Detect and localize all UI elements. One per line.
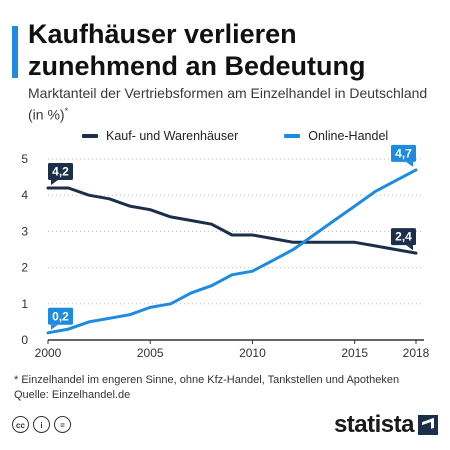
y-tick-label: 4 [21, 188, 28, 202]
data-label-box [48, 307, 73, 325]
y-tick-label: 3 [21, 224, 28, 238]
data-label-pointer [406, 245, 413, 251]
x-tick-label: 2015 [341, 346, 368, 360]
x-tick-label: 2005 [137, 346, 164, 360]
creative-commons-icon[interactable]: cc [12, 416, 29, 433]
subtitle-text: Marktanteil der Vertriebsformen am Einze… [28, 85, 428, 123]
data-label: 0,2 [52, 309, 69, 323]
license-icons: cc i = [12, 416, 75, 433]
data-label: 4,2 [52, 164, 69, 178]
data-label-pointer [406, 161, 413, 167]
data-label: 2,4 [395, 230, 412, 244]
line-chart: 0 1 2 3 4 5 2000 2005 2010 2015 2018 4,2 0,2 4,7 2,4 [21, 144, 430, 360]
data-label-box [48, 162, 73, 180]
y-tick-label: 1 [21, 297, 28, 311]
y-tick-label: 0 [21, 333, 28, 347]
legend-label-kaufhaeuser: Kauf- und Warenhäuser [106, 129, 239, 143]
subtitle-footnote-marker: * [64, 106, 69, 116]
series-line-online [46, 168, 418, 335]
legend-swatch-kaufhaeuser [82, 134, 98, 138]
legend-item-kaufhaeuser: Kauf- und Warenhäuser [82, 129, 238, 143]
data-label-pointer [51, 179, 58, 185]
legend-swatch-online [284, 134, 301, 138]
statista-logo[interactable]: statista [334, 411, 438, 439]
y-tick-label: 5 [21, 152, 28, 166]
accent-bar [12, 26, 18, 78]
x-tick-label: 2010 [239, 346, 266, 360]
statista-logo-icon [418, 415, 438, 435]
legend-label-online: Online-Handel [308, 129, 389, 143]
x-tick-label: 2000 [35, 346, 62, 360]
data-label-box [391, 228, 416, 246]
data-label: 4,7 [395, 146, 412, 160]
attribution-icon[interactable]: i [33, 416, 50, 433]
y-tick-label: 2 [21, 261, 28, 275]
legend-item-online: Online-Handel [284, 129, 388, 143]
data-label-box [391, 144, 416, 162]
chart-legend: Kauf- und Warenhäuser Online-Handel [82, 129, 434, 143]
source-text: Quelle: Einzelhandel.de [14, 389, 131, 401]
x-tick-label: 2018 [403, 346, 430, 360]
no-derivatives-icon[interactable]: = [54, 416, 71, 433]
logo-text: statista [333, 411, 415, 438]
data-label-pointer [51, 324, 58, 330]
chart-title: Kaufhäuser verlieren zunehmend an Bedeut… [28, 19, 366, 81]
chart-subtitle: Marktanteil der Vertriebsformen am Einze… [28, 84, 438, 124]
series-line-kaufhaeuser [46, 186, 418, 255]
footnote-text: * Einzelhandel im engeren Sinne, ohne Kf… [14, 374, 400, 386]
footnote: * Einzelhandel im engeren Sinne, ohne Kf… [14, 373, 444, 403]
